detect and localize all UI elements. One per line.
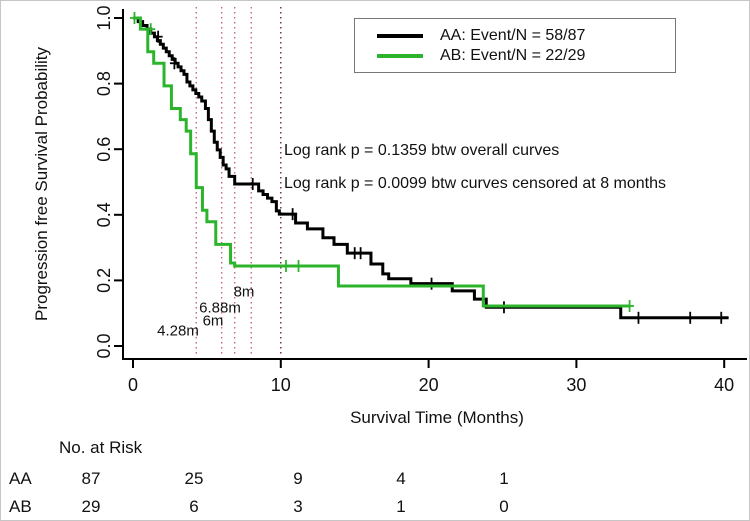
legend-label-ab: AB: Event/N = 22/29 [440,47,586,64]
risk-row-label: AB [9,497,32,516]
risk-count: 1 [499,469,509,488]
y-tick-label: 0.0 [94,333,114,358]
legend-item-ab: AB: Event/N = 22/29 [355,46,675,66]
risk-count: 25 [184,469,204,488]
ab-survival-curve [133,16,630,308]
median-label-8m: 8m [233,283,255,301]
risk-row-aa: AA 87 25 9 4 1 [1,469,749,489]
risk-count: 87 [81,469,101,488]
ab-line-swatch [377,54,423,58]
median-label-6.88m: 6.88m [199,299,241,317]
legend-box: AA: Event/N = 58/87 AB: Event/N = 22/29 [354,18,676,73]
legend-item-aa: AA: Event/N = 58/87 [355,26,675,46]
median-label-6m: 6m [202,312,224,330]
risk-count: 29 [81,497,101,516]
risk-count: 4 [396,469,406,488]
risk-count: 0 [499,497,509,516]
logrank-annotation-censored: Log rank p = 0.0099 btw curves censored … [284,175,667,192]
risk-count: 9 [293,469,303,488]
x-tick-label: 40 [714,375,734,395]
y-tick-label: 0.2 [94,268,114,293]
x-axis-title: Survival Time (Months) [350,408,524,427]
median-label-4.28m: 4.28m [157,322,199,340]
risk-count: 3 [293,497,303,516]
x-tick-label: 30 [566,375,586,395]
risk-row-label: AA [9,469,32,488]
aa-line-swatch [377,34,423,38]
risk-row-ab: AB 29 6 3 1 0 [1,497,749,517]
risk-count: 1 [396,497,406,516]
y-tick-label: 0.8 [94,71,114,96]
y-tick-label: 1.0 [94,5,114,30]
x-tick-label: 0 [128,375,138,395]
x-tick-label: 20 [419,375,439,395]
risk-table-title: No. at Risk [59,438,143,457]
x-tick-label: 10 [271,375,291,395]
y-axis-title: Progression free Survival Probability [32,47,51,322]
risk-count: 6 [189,497,199,516]
y-tick-label: 0.4 [94,202,114,227]
legend-label-aa: AA: Event/N = 58/87 [440,27,586,44]
y-tick-label: 0.6 [94,137,114,162]
logrank-annotation-overall: Log rank p = 0.1359 btw overall curves [284,142,560,159]
